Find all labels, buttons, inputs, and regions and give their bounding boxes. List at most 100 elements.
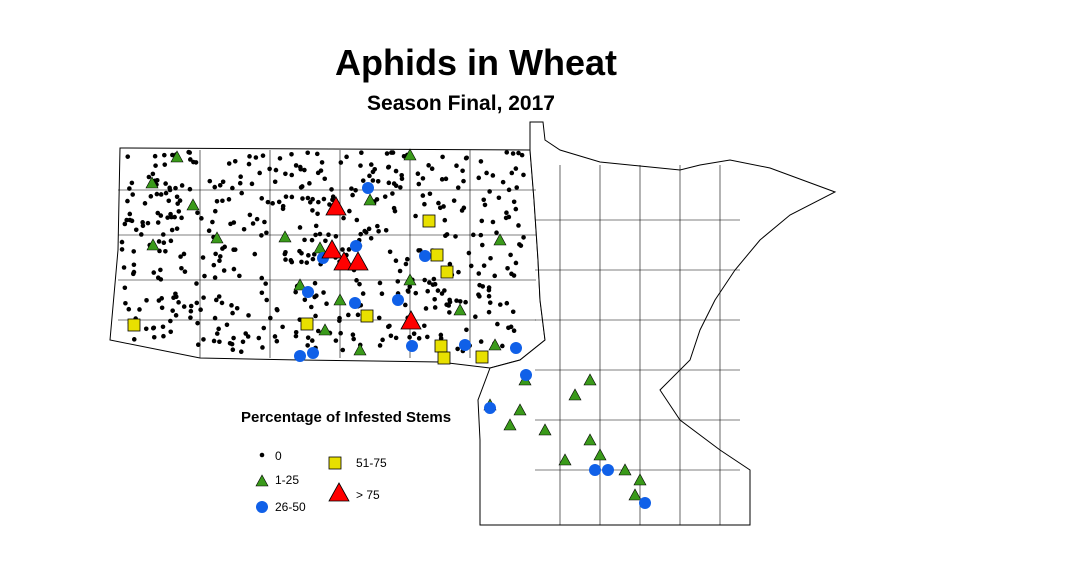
marker-0	[298, 185, 304, 190]
marker-0	[127, 217, 133, 223]
marker-0	[162, 152, 167, 158]
marker-1-25	[333, 293, 347, 306]
marker-0	[304, 260, 310, 265]
marker-0	[454, 298, 459, 303]
marker-0	[231, 247, 236, 252]
marker-0	[161, 240, 167, 245]
marker-0	[385, 324, 391, 330]
marker-0	[513, 260, 519, 266]
marker-0	[436, 200, 441, 206]
marker-0	[207, 178, 213, 184]
marker-0	[220, 246, 225, 251]
marker-0	[168, 211, 173, 217]
marker-0	[305, 343, 310, 348]
marker-0	[442, 217, 448, 223]
marker-1-25	[618, 463, 632, 476]
marker-0	[346, 247, 352, 252]
marker-0	[386, 180, 392, 186]
marker-0	[238, 174, 243, 180]
marker-0	[403, 302, 408, 308]
marker-0	[305, 335, 311, 340]
marker-0	[261, 325, 267, 331]
marker-0	[187, 186, 193, 192]
marker-0	[377, 280, 383, 286]
marker-0	[188, 315, 193, 320]
marker-0	[447, 310, 452, 315]
marker-0	[127, 211, 133, 217]
marker-0	[473, 314, 478, 319]
marker-0	[188, 303, 194, 309]
marker-0	[506, 325, 511, 331]
marker-0	[422, 323, 427, 329]
marker-1-25	[583, 433, 597, 446]
marker-0	[129, 180, 135, 186]
marker-0	[463, 155, 469, 161]
marker-0	[198, 307, 203, 313]
marker-26-50	[589, 464, 601, 476]
marker-0	[214, 331, 220, 336]
marker-0	[283, 171, 288, 177]
marker-0	[212, 275, 218, 280]
marker-0	[246, 161, 252, 167]
marker-over-75	[333, 251, 355, 271]
marker-0	[349, 186, 354, 191]
marker-0	[344, 154, 349, 160]
marker-0	[321, 196, 327, 202]
map-subtitle: Season Final, 2017	[367, 92, 555, 115]
marker-0	[486, 287, 492, 293]
marker-over-75	[321, 239, 343, 259]
marker-0	[249, 181, 255, 187]
marker-0	[309, 338, 315, 343]
marker-1-25	[513, 403, 527, 416]
marker-0	[145, 220, 151, 226]
marker-1-25	[503, 418, 517, 431]
marker-26-50	[256, 501, 268, 513]
marker-0	[245, 334, 251, 339]
marker-51-75	[360, 309, 374, 323]
marker-0	[240, 339, 246, 345]
marker-26-50	[307, 347, 319, 359]
marker-0	[420, 193, 426, 198]
marker-0	[167, 187, 173, 193]
marker-51-75	[127, 318, 141, 332]
marker-0	[232, 159, 238, 164]
marker-0	[220, 179, 226, 185]
marker-1-25	[210, 231, 224, 244]
marker-0	[451, 198, 457, 203]
marker-0	[212, 208, 218, 214]
marker-0	[388, 333, 394, 339]
marker-0	[273, 167, 279, 173]
marker-0	[333, 234, 339, 239]
marker-0	[376, 228, 381, 234]
marker-0	[263, 281, 268, 286]
marker-26-50	[362, 182, 374, 194]
marker-0	[511, 199, 517, 205]
marker-0	[422, 277, 427, 283]
marker-0	[302, 167, 307, 173]
marker-0	[142, 201, 148, 206]
marker-0	[270, 201, 275, 206]
marker-0	[187, 150, 193, 155]
marker-0	[220, 198, 225, 204]
marker-0	[359, 150, 364, 155]
marker-0	[265, 199, 271, 205]
marker-0	[518, 243, 524, 248]
marker-0	[126, 306, 132, 312]
marker-0	[221, 268, 227, 273]
marker-0	[272, 334, 278, 339]
marker-0	[199, 216, 204, 221]
legend-label-over-75: > 75	[356, 488, 380, 502]
marker-0	[496, 195, 502, 201]
marker-0	[427, 191, 433, 197]
marker-0	[226, 197, 232, 202]
marker-0	[212, 315, 218, 321]
marker-0	[162, 162, 168, 167]
marker-1-25	[145, 176, 159, 189]
marker-0	[246, 313, 251, 318]
marker-0	[264, 297, 270, 303]
marker-0	[457, 299, 463, 304]
marker-0	[383, 227, 389, 233]
marker-1-25	[593, 448, 607, 461]
marker-1-25	[628, 488, 642, 501]
marker-0	[230, 185, 235, 191]
